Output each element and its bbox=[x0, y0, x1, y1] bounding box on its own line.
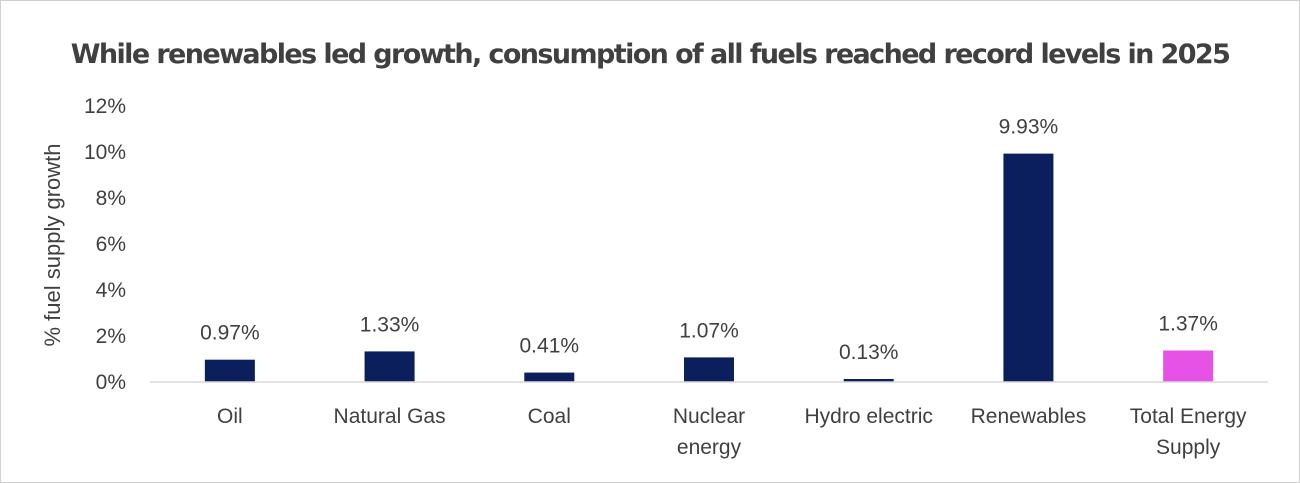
bar-data-label: 0.13% bbox=[839, 341, 899, 364]
category-label: Coal bbox=[528, 405, 571, 428]
bar bbox=[843, 379, 894, 382]
bar-data-label: 0.41% bbox=[520, 335, 580, 358]
y-tick-label: 10% bbox=[84, 141, 126, 164]
bar-series bbox=[204, 153, 1214, 382]
category-label: Natural Gas bbox=[334, 405, 446, 428]
category-label: Total Energy Supply bbox=[1130, 405, 1247, 459]
data-labels: 0.97% 1.33% 0.41% 1.07% 0.13% 9.93% 1.37% bbox=[200, 116, 1218, 364]
category-label: Renewables bbox=[971, 405, 1087, 428]
category-label: Hydro electric bbox=[805, 405, 933, 428]
y-tick-label: 8% bbox=[96, 187, 126, 210]
category-labels: Oil Natural Gas Coal Nuclear energy Hydro ele… bbox=[217, 405, 1247, 459]
bar bbox=[684, 357, 734, 382]
y-tick-label: 2% bbox=[96, 325, 126, 348]
bar bbox=[204, 359, 255, 382]
y-tick-label: 12% bbox=[84, 95, 126, 118]
category-label: Oil bbox=[217, 405, 243, 428]
bar-data-label: 0.97% bbox=[200, 322, 260, 345]
bar-data-label: 1.33% bbox=[360, 313, 420, 336]
chart-title: While renewables led growth, consumption… bbox=[71, 39, 1230, 70]
y-axis-title: % fuel supply growth bbox=[40, 144, 65, 347]
bar bbox=[1163, 350, 1214, 382]
y-tick-label: 0% bbox=[96, 371, 126, 394]
y-axis-ticks: 0% 2% 4% 6% 8% 10% 12% bbox=[84, 95, 126, 394]
bar-data-label: 9.93% bbox=[999, 116, 1059, 139]
bar bbox=[1003, 153, 1054, 382]
bar bbox=[524, 372, 575, 382]
category-label: Nuclear energy bbox=[673, 405, 745, 459]
bar-data-label: 1.37% bbox=[1158, 312, 1218, 335]
bar-data-label: 1.07% bbox=[679, 319, 739, 342]
bar bbox=[364, 351, 415, 382]
y-tick-label: 6% bbox=[96, 233, 126, 256]
y-tick-label: 4% bbox=[96, 279, 126, 302]
